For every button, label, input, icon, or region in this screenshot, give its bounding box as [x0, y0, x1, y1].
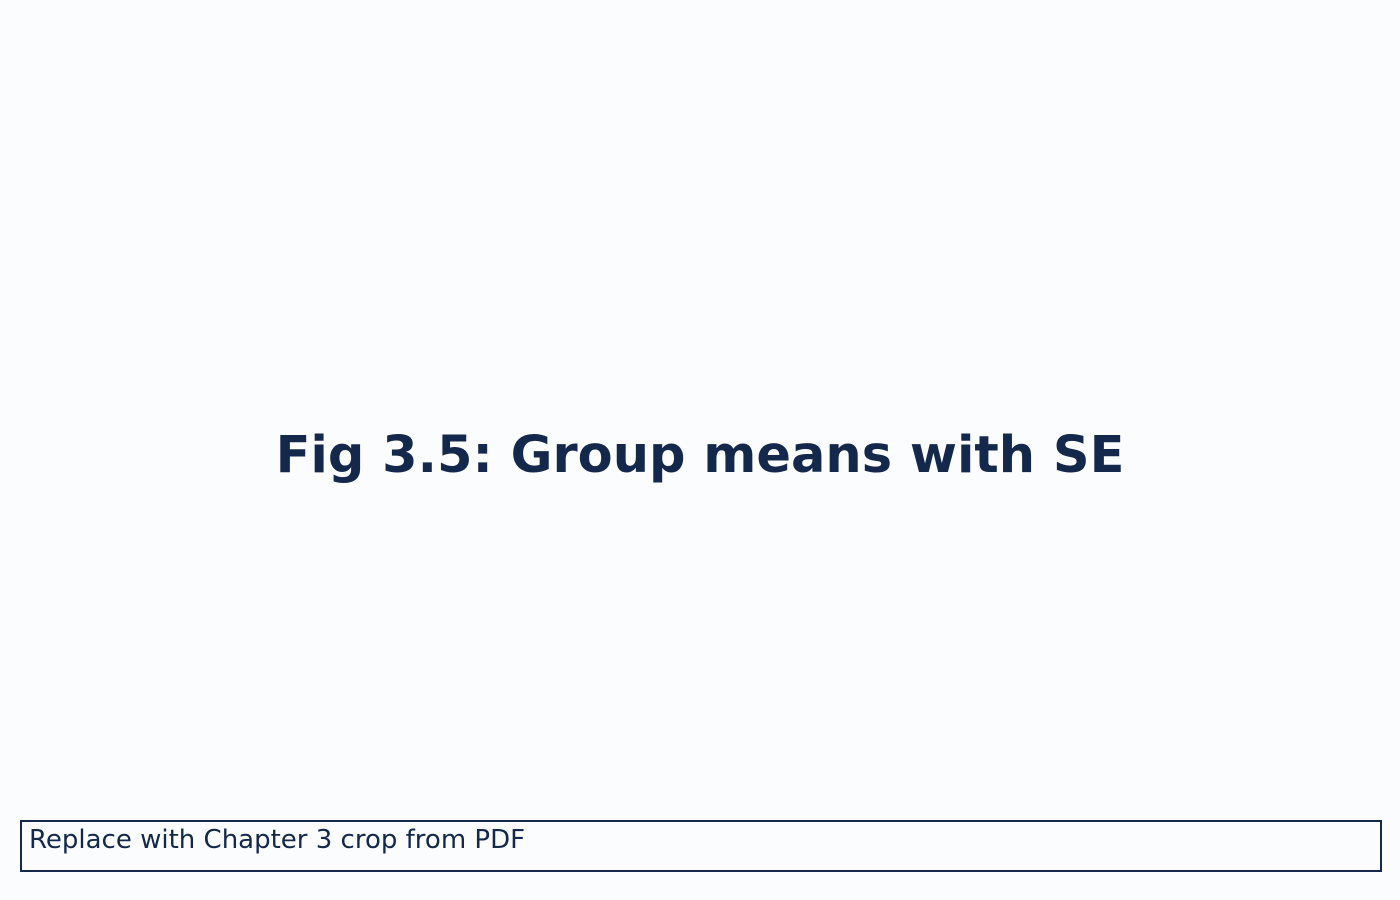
figure-placeholder-title: Fig 3.5: Group means with SE [275, 426, 1125, 485]
replacement-note-text: Replace with Chapter 3 crop from PDF [29, 825, 526, 855]
replacement-note-box: Replace with Chapter 3 crop from PDF [20, 820, 1382, 872]
